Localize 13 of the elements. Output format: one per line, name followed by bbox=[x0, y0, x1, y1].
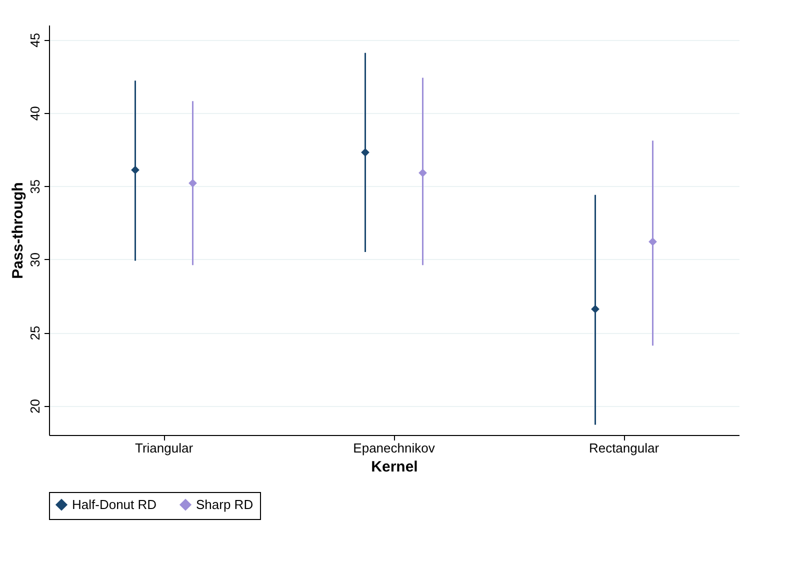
legend-label: Half-Donut RD bbox=[72, 496, 157, 512]
legend-label: Sharp RD bbox=[196, 496, 254, 512]
y-tick-label: 20 bbox=[28, 398, 42, 414]
x-tick-label: Triangular bbox=[134, 440, 194, 456]
y-axis-title: Pass-through bbox=[10, 182, 26, 279]
y-tick-label: 25 bbox=[28, 326, 42, 340]
x-axis-title: Kernel bbox=[371, 458, 418, 476]
y-tick-label: 35 bbox=[28, 179, 42, 194]
y-tick-label: 45 bbox=[28, 32, 42, 48]
x-tick-label: Epanechnikov bbox=[353, 440, 436, 456]
y-tick-label: 40 bbox=[28, 106, 42, 121]
y-tick-label: 30 bbox=[28, 252, 42, 268]
x-tick-label: Rectangular bbox=[588, 440, 660, 456]
